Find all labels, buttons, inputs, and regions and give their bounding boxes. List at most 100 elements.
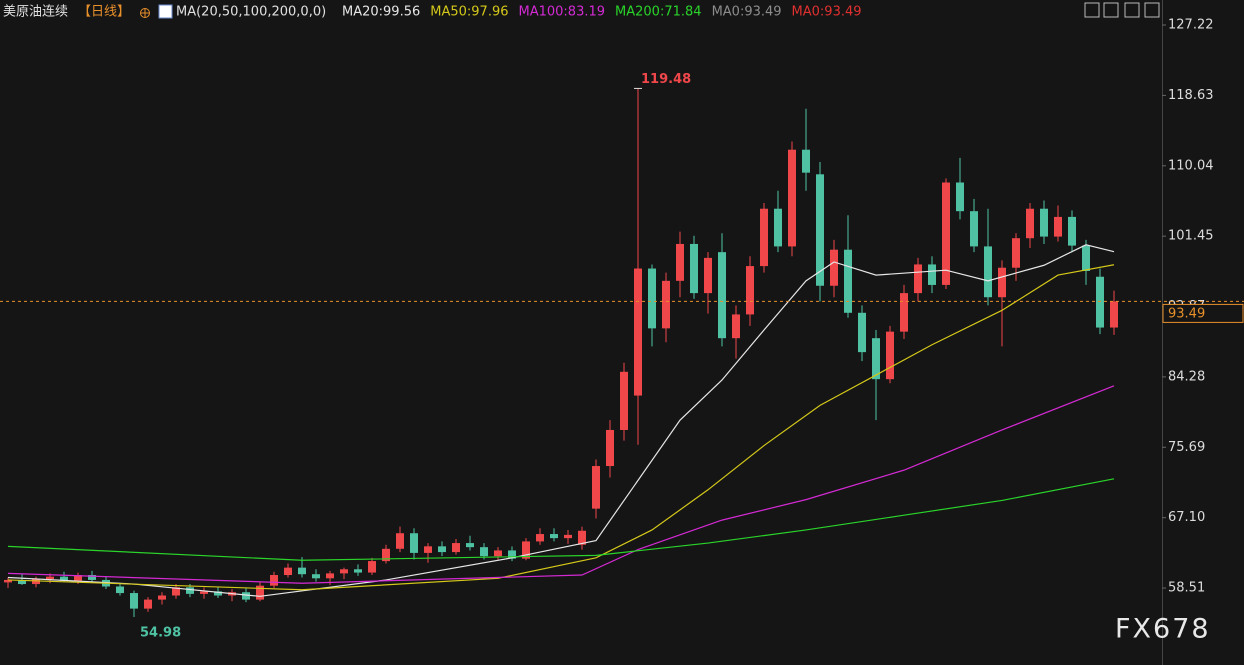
- candle-body: [1110, 301, 1118, 328]
- chart-title: 美原油连续: [3, 4, 68, 20]
- ma-line: [7, 478, 1115, 561]
- candle-body: [928, 264, 936, 285]
- candle-body: [60, 576, 68, 581]
- candle-body: [704, 257, 712, 294]
- candle-body: [858, 312, 866, 353]
- tool-button[interactable]: [1144, 2, 1160, 18]
- candle-body: [1012, 238, 1020, 268]
- price-label-box: [1162, 303, 1244, 323]
- candle-body: [466, 543, 474, 548]
- legend-entry: MA100:83.19: [519, 5, 606, 20]
- candle-body: [830, 249, 838, 286]
- y-tick-label: 110.04: [1168, 158, 1214, 173]
- candle-body: [732, 314, 740, 339]
- candle-body: [844, 249, 852, 313]
- tool-button[interactable]: [1103, 2, 1119, 18]
- ma-line: [7, 385, 1115, 584]
- candle-body: [620, 371, 628, 430]
- high-label: 119.48: [641, 72, 691, 87]
- candle-body: [536, 534, 544, 542]
- ma-line: [7, 244, 1115, 597]
- candle-body: [522, 541, 530, 559]
- candle-body: [592, 466, 600, 509]
- candle-body: [424, 546, 432, 553]
- legend-entry: MA20:99.56: [342, 5, 420, 20]
- legend-entry: MA50:97.96: [430, 5, 508, 20]
- legend-entry: MA0:93.49: [792, 5, 862, 20]
- candle-body: [4, 579, 12, 583]
- candle-body: [1040, 208, 1048, 237]
- candle-body: [130, 593, 138, 609]
- toolbar: [1084, 2, 1160, 18]
- candle-body: [88, 575, 96, 580]
- candle-body: [1026, 208, 1034, 239]
- y-tick-label: 75.69: [1168, 440, 1205, 455]
- candle-body: [690, 243, 698, 294]
- candle-body: [872, 338, 880, 380]
- candle-body: [186, 587, 194, 594]
- candle-body: [718, 252, 726, 339]
- candle-body: [452, 543, 460, 553]
- candle-body: [1054, 216, 1062, 237]
- y-tick-label: 84.28: [1168, 369, 1205, 384]
- candle-body: [774, 208, 782, 247]
- candle-body: [298, 567, 306, 575]
- candle-body: [368, 561, 376, 573]
- candle-body: [1068, 216, 1076, 246]
- candle-body: [480, 547, 488, 557]
- candle-body: [144, 599, 152, 609]
- tool-button[interactable]: [1084, 2, 1100, 18]
- candle-body: [508, 550, 516, 559]
- candle-body: [74, 575, 82, 581]
- candle-body: [746, 266, 754, 315]
- y-tick-label: 58.51: [1168, 581, 1205, 596]
- candle-body: [256, 585, 264, 600]
- candle-body: [970, 211, 978, 247]
- candle-body: [340, 569, 348, 574]
- add-icon[interactable]: [140, 8, 150, 18]
- candle-body: [354, 569, 362, 573]
- candle-body: [984, 246, 992, 298]
- candle-body: [312, 574, 320, 579]
- candle-body: [200, 591, 208, 594]
- indicator-icon[interactable]: [158, 4, 173, 19]
- candle-body: [158, 595, 166, 600]
- candle-body: [1096, 276, 1104, 328]
- legend-entry: MA0:93.49: [712, 5, 782, 20]
- ma-line: [7, 264, 1115, 591]
- candle-body: [998, 267, 1006, 298]
- candle-body: [676, 243, 684, 281]
- candle-body: [438, 546, 446, 553]
- candle-body: [32, 579, 40, 585]
- candle-body: [214, 591, 222, 596]
- candle-body: [788, 149, 796, 247]
- candle-body: [760, 208, 768, 267]
- candle-body: [634, 268, 642, 396]
- candle-body: [410, 533, 418, 553]
- indicator: MA(20,50,100,200,0,0): [176, 5, 326, 20]
- candle-body: [172, 587, 180, 596]
- tool-button[interactable]: [1124, 2, 1140, 18]
- y-tick-label: 101.45: [1168, 229, 1214, 244]
- legend-entry: MA200:71.84: [615, 5, 702, 20]
- candle-body: [284, 567, 292, 576]
- candle-body: [802, 149, 810, 173]
- candle-body: [886, 331, 894, 380]
- candle-body: [550, 534, 558, 539]
- candle-body: [1082, 245, 1090, 271]
- low-label: 54.98: [140, 625, 181, 640]
- candle-body: [956, 182, 964, 212]
- candle-body: [914, 264, 922, 294]
- y-tick-label: 67.10: [1168, 510, 1205, 525]
- candle-body: [326, 573, 334, 579]
- candle-body: [396, 533, 404, 549]
- candle-body: [270, 575, 278, 586]
- candle-body: [816, 174, 824, 286]
- y-tick-label: 127.22: [1168, 17, 1214, 32]
- period: 【日线】: [78, 5, 130, 20]
- watermark: FX678: [1115, 614, 1211, 645]
- candle-body: [942, 182, 950, 285]
- candle-body: [578, 530, 586, 545]
- candle-body: [662, 280, 670, 329]
